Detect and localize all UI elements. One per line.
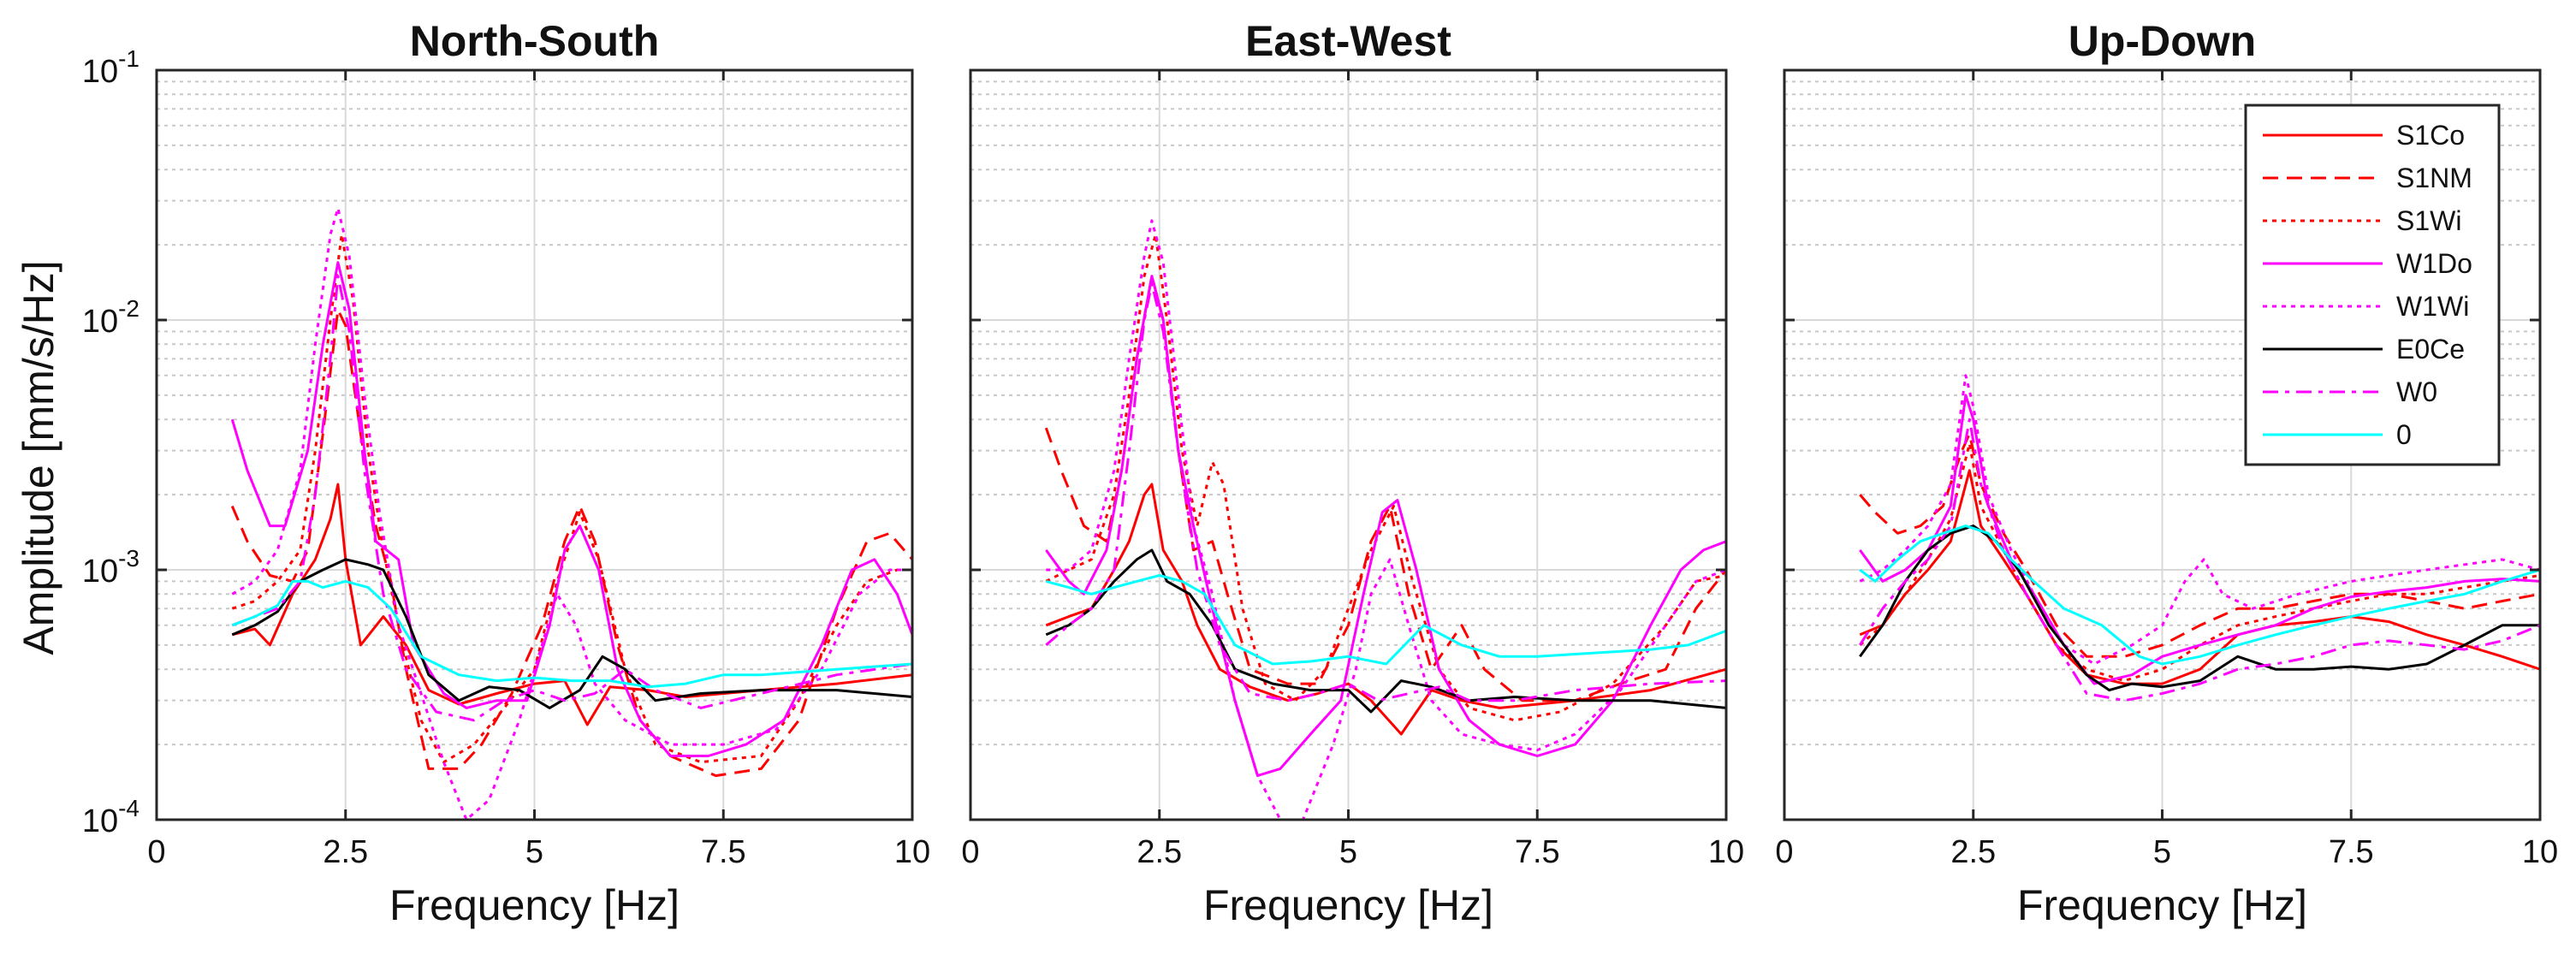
x-axis-label: Frequency [Hz] [1203,881,1493,929]
x-tick-label: 2.5 [1950,834,1996,870]
legend-label: W1Do [2396,248,2472,279]
y-axis-label: Amplitude [mm/s/Hz] [15,260,62,655]
series-line-S1NM [1859,432,2540,658]
legend-box [2244,104,2501,466]
panel-title: North-South [410,17,660,65]
series-line-W1Wi [1859,374,2540,666]
x-tick-label: 5 [525,834,543,870]
series-line-W0 [1045,282,1726,702]
x-tick-label: 7.5 [701,834,746,870]
series-line-E0Ce [231,558,912,709]
legend: S1Co S1NM S1Wi W1Do W1Wi E0Ce W0 0 [2244,104,2501,466]
series-line-E0Ce [1045,548,1726,714]
x-tick-label: 7.5 [2329,834,2374,870]
x-tick-label: 7.5 [1515,834,1560,870]
series-line-W0 [1859,418,2540,702]
x-axis-label: Frequency [Hz] [389,881,680,929]
x-tick-label: 2.5 [1137,834,1182,870]
series-line-S1NM [230,308,912,778]
series-group [1859,374,2540,702]
x-tick-label: 5 [2153,834,2171,870]
x-axis-label: Frequency [Hz] [2017,881,2307,929]
legend-label: S1Wi [2396,205,2461,236]
x-tick-label: 0 [961,834,979,870]
panel-title: Up-Down [2069,17,2256,65]
series-line-S1Co [1045,483,1726,736]
legend-label: E0Ce [2396,334,2465,364]
panels: 0 2.5 5 7.5 10 10-4 10-3 10-2 10-1 North-South Fre… [82,17,2558,929]
x-tick-label: 5 [1339,834,1357,870]
y-tick-label: 10-4 [82,795,139,839]
series-line-S1Co [1859,469,2540,685]
y-tick-label: 10-3 [82,545,139,590]
series-line-S1Co [231,483,912,726]
series-line-S1Wi [1045,233,1726,722]
y-tick-label: 10-1 [82,45,139,90]
legend-label: S1NM [2396,163,2472,193]
series-line-0 [1859,525,2540,666]
panel-title: East-West [1245,17,1451,65]
legend-label: 0 [2396,419,2412,450]
series-line-0 [231,579,912,689]
panel-1: 0 2.5 5 7.5 10 East-West Frequency [Hz] [961,17,1744,929]
x-tick-label: 0 [147,834,165,870]
series-group [1044,219,1726,820]
series-group [230,206,912,820]
series-line-S1Wi [231,233,912,764]
x-tick-label: 2.5 [323,834,368,870]
series-line-0 [1045,574,1726,666]
series-line-W1Do [1045,275,1726,778]
x-tick-label: 0 [1775,834,1793,870]
series-line-S1NM [1044,275,1726,702]
panel-0: 0 2.5 5 7.5 10 10-4 10-3 10-2 10-1 North-South Fre… [82,17,930,929]
x-tick-label: 10 [1708,834,1744,870]
y-tick-label: 10-2 [82,295,139,340]
legend-label: W0 [2396,376,2437,407]
series-line-W1Wi [1046,219,1726,820]
series-line-W0 [231,275,912,722]
x-tick-label: 10 [2522,834,2558,870]
series-line-W1Do [1859,394,2540,685]
series-line-W1Wi [231,206,912,820]
x-tick-label: 10 [894,834,930,870]
legend-label: W1Wi [2396,291,2469,322]
legend-label: S1Co [2396,120,2465,151]
